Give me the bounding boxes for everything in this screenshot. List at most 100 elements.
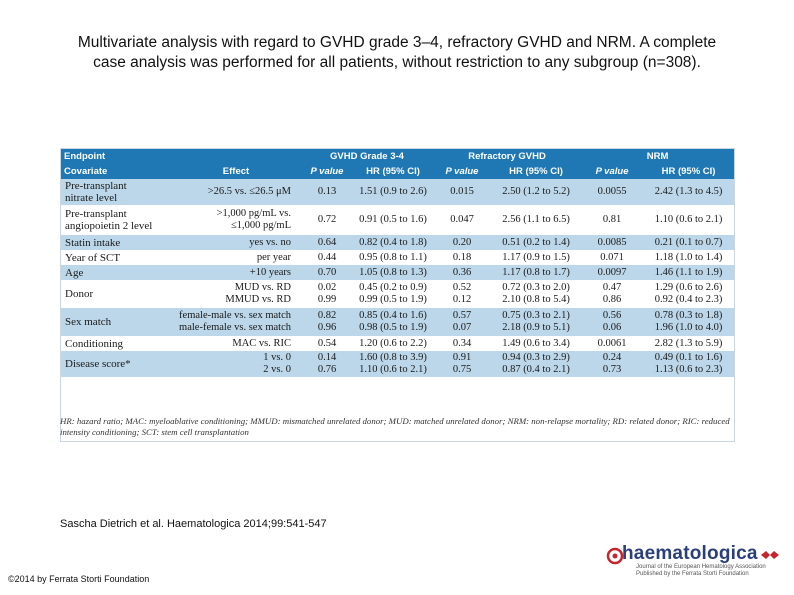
cell-line: MMUD vs. RD — [225, 294, 291, 305]
cell-covariate: Donor — [61, 280, 171, 308]
cell-g-hr: 1.60 (0.8 to 3.9) 1.10 (0.6 to 2.1) — [353, 351, 433, 377]
cell-r-hr: 0.94 (0.3 to 2.9) 0.87 (0.4 to 2.1) — [491, 351, 581, 377]
cell-g-p: 0.54 — [301, 336, 353, 351]
cell-line: Statin intake — [65, 236, 121, 249]
header-refractory-hr: HR (95% CI) — [509, 166, 563, 177]
cell-line: 0.36 — [452, 266, 472, 278]
cell-line: Sex match — [65, 316, 112, 328]
header-nrm: NRM — [646, 151, 669, 162]
cell-line: 0.34 — [452, 337, 472, 349]
header-nrm-p: P value — [595, 166, 629, 177]
cell-line: 0.82 — [317, 310, 337, 321]
cell-g-hr: 0.85 (0.4 to 1.6) 0.98 (0.5 to 1.9) — [353, 308, 433, 336]
cell-g-p: 0.14 0.76 — [301, 351, 353, 377]
cell-line: 1.10 (0.6 to 2.1) — [654, 214, 723, 225]
cell-line: 0.87 (0.4 to 2.1) — [502, 364, 570, 375]
cell-line: 0.071 — [600, 251, 624, 263]
cell-line: MUD vs. RD — [234, 282, 291, 293]
logo-tagline-1: Journal of the European Hematology Assoc… — [636, 564, 766, 570]
cell-line: 1.20 (0.6 to 2.2) — [359, 337, 427, 349]
cell-effect: +10 years — [171, 265, 301, 280]
cell-n-hr: 1.10 (0.6 to 2.1) — [643, 205, 734, 235]
table-row: Pre-transplant nitrate level >26.5 vs. ≤26… — [61, 179, 734, 205]
cell-line: 0.12 — [452, 294, 472, 305]
cell-line: 2 vs. 0 — [263, 364, 291, 375]
table-row: Conditioning MAC vs. RIC 0.54 1.20 (0.6 to … — [61, 336, 734, 351]
cell-line: 0.99 (0.5 to 1.9) — [359, 294, 427, 305]
cell-line: 0.91 — [452, 352, 472, 363]
cell-line: angiopoietin 2 level — [65, 220, 153, 232]
cell-effect: female-male vs. sex match male-female vs.… — [171, 308, 301, 336]
cell-g-hr: 0.95 (0.8 to 1.1) — [353, 250, 433, 265]
cell-covariate: Sex match — [61, 308, 171, 336]
cell-line: 1.49 (0.6 to 3.4) — [502, 337, 570, 349]
cell-line: 0.76 — [317, 364, 337, 375]
cell-n-p: 0.56 0.06 — [581, 308, 643, 336]
cell-line: 0.52 — [452, 282, 472, 293]
cell-r-p: 0.015 — [433, 179, 491, 205]
copyright: ©2014 by Ferrata Storti Foundation — [8, 574, 150, 584]
cell-line: 0.70 — [317, 266, 337, 278]
cell-n-p: 0.0097 — [581, 265, 643, 280]
cell-line: 1.51 (0.9 to 2.6) — [359, 186, 427, 197]
table-row: Donor MUD vs. RD MMUD vs. RD 0.02 0.99 0.45 (… — [61, 280, 734, 308]
cell-line: 0.21 (0.1 to 0.7) — [654, 236, 723, 248]
cell-line: 0.06 — [602, 322, 622, 333]
cell-line: 0.0055 — [597, 186, 627, 197]
cell-line: Age — [65, 266, 84, 279]
cell-n-hr: 2.82 (1.3 to 5.9) — [643, 336, 734, 351]
title-line-2: case analysis was performed for all pati… — [93, 54, 701, 71]
cell-g-hr: 0.45 (0.2 to 0.9) 0.99 (0.5 to 1.9) — [353, 280, 433, 308]
cell-line: per year — [256, 251, 291, 263]
cell-line: 2.10 (0.8 to 5.4) — [502, 294, 570, 305]
cell-line: 0.92 (0.4 to 2.3) — [654, 294, 723, 305]
cell-r-p: 0.20 — [433, 235, 491, 250]
cell-r-hr: 0.72 (0.3 to 2.0) 2.10 (0.8 to 5.4) — [491, 280, 581, 308]
cell-line: Pre-transplant — [65, 208, 127, 220]
cell-line: 0.0085 — [597, 236, 627, 248]
cell-n-hr: 0.21 (0.1 to 0.7) — [643, 235, 734, 250]
cell-line: 0.85 (0.4 to 1.6) — [359, 310, 427, 321]
cell-line: Donor — [65, 288, 94, 300]
cell-n-p: 0.0085 — [581, 235, 643, 250]
cell-line: 0.0097 — [597, 266, 627, 278]
cell-g-p: 0.70 — [301, 265, 353, 280]
cell-line: 1.60 (0.8 to 3.9) — [359, 352, 427, 363]
cell-r-hr: 1.49 (0.6 to 3.4) — [491, 336, 581, 351]
cell-line: 0.07 — [452, 322, 472, 333]
header-gvhd-p: P value — [310, 166, 344, 177]
cell-n-p: 0.0061 — [581, 336, 643, 351]
cell-line: 0.98 (0.5 to 1.9) — [359, 322, 427, 333]
logo-ornament-icon — [761, 551, 779, 559]
table-row: Sex match female-male vs. sex match male-f… — [61, 308, 734, 336]
cell-line: 1.17 (0.9 to 1.5) — [502, 251, 570, 263]
cell-line: 0.54 — [317, 337, 337, 349]
cell-n-hr: 0.78 (0.3 to 1.8) 1.96 (1.0 to 4.0) — [643, 308, 734, 336]
cell-line: 0.45 (0.2 to 0.9) — [359, 282, 427, 293]
cell-n-hr: 1.18 (1.0 to 1.4) — [643, 250, 734, 265]
logo-mark-icon — [606, 547, 624, 565]
citation: Sascha Dietrich et al. Haematologica 201… — [60, 518, 327, 530]
logo-wordmark: haematologica — [622, 543, 758, 564]
cell-line: 0.72 — [317, 214, 337, 225]
table-row: Statin intake yes vs. no 0.64 0.82 (0.4 to … — [61, 235, 734, 250]
results-table-figure: Endpoint GVHD Grade 3-4 Refractory GVHD … — [60, 148, 735, 442]
cell-line: 0.86 — [602, 294, 622, 305]
cell-line: 0.75 — [452, 364, 472, 375]
cell-line: 0.73 — [602, 364, 622, 375]
cell-n-p: 0.071 — [581, 250, 643, 265]
logo-tagline-2: Published by the Ferrata Storti Foundati… — [636, 571, 749, 577]
cell-line: >26.5 vs. ≤26.5 μM — [207, 186, 291, 197]
cell-line: 2.42 (1.3 to 4.5) — [654, 186, 723, 197]
cell-n-p: 0.24 0.73 — [581, 351, 643, 377]
cell-line: 0.047 — [450, 214, 474, 225]
cell-line: 0.72 (0.3 to 2.0) — [502, 282, 570, 293]
cell-n-hr: 2.42 (1.3 to 4.5) — [643, 179, 734, 205]
cell-effect: yes vs. no — [171, 235, 301, 250]
cell-line: 0.0061 — [597, 337, 627, 349]
cell-r-hr: 2.50 (1.2 to 5.2) — [491, 179, 581, 205]
cell-line: 1.96 (1.0 to 4.0) — [654, 322, 723, 333]
header-covariate: Covariate — [64, 166, 108, 177]
cell-r-p: 0.18 — [433, 250, 491, 265]
